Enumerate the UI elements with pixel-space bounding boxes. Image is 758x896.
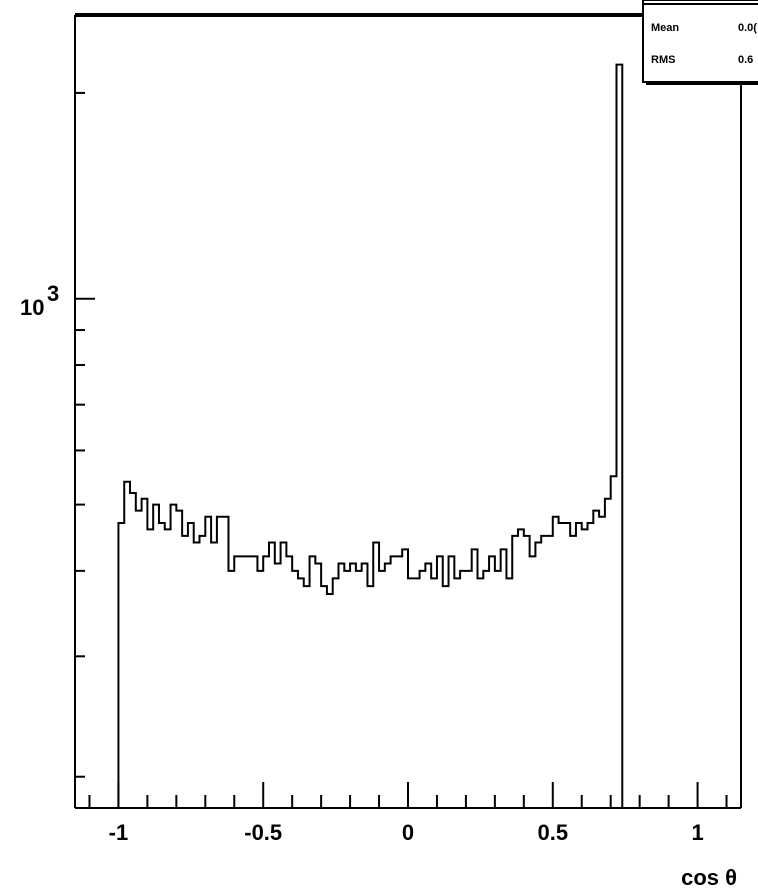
histogram-series-line — [117, 63, 624, 808]
stats-row-value: 0.0( — [738, 22, 757, 34]
y-tick-label-base: 10 — [20, 295, 44, 320]
x-tick-label: -0.5 — [244, 820, 282, 845]
x-tick-label: 1 — [691, 820, 703, 845]
stats-row-value: 0.6 — [738, 54, 753, 66]
stats-row-label: Mean — [651, 22, 679, 34]
y-tick-label-exponent: 3 — [47, 281, 59, 306]
x-tick-label: -1 — [109, 820, 129, 845]
x-axis-title: cos θ — [681, 865, 737, 890]
stats-box — [642, 0, 758, 83]
x-tick-label: 0.5 — [537, 820, 568, 845]
x-tick-label: 0 — [402, 820, 414, 845]
stats-row-label: RMS — [651, 54, 675, 66]
